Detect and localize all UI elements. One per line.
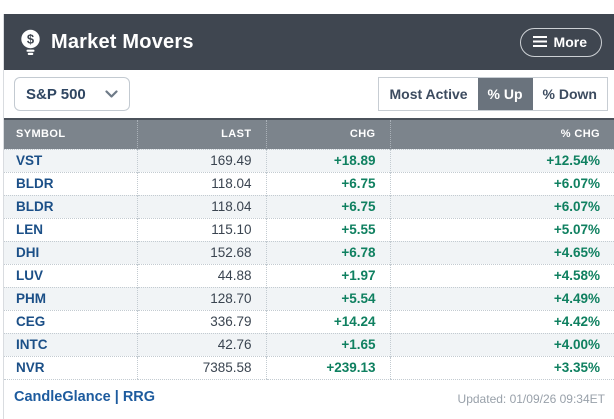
pct-chg-cell: +3.35% bbox=[389, 355, 614, 380]
symbol-link[interactable]: PHM bbox=[4, 286, 137, 310]
pct-chg-cell: +5.07% bbox=[389, 217, 614, 241]
last-cell: 7385.58 bbox=[136, 355, 266, 380]
symbol-link[interactable]: DHI bbox=[4, 240, 137, 264]
chg-cell: +14.24 bbox=[265, 309, 390, 333]
pct-chg-cell: +4.42% bbox=[389, 309, 614, 333]
last-cell: 44.88 bbox=[136, 263, 266, 287]
symbol-link[interactable]: LEN bbox=[4, 217, 137, 241]
movers-table: SYMBOL LAST CHG % CHG VST 169.49 +18.89 … bbox=[4, 118, 614, 380]
col-header-symbol: SYMBOL bbox=[4, 119, 137, 149]
last-cell: 169.49 bbox=[136, 148, 266, 172]
pct-chg-cell: +4.49% bbox=[389, 286, 614, 310]
tab-pct-up[interactable]: % Up bbox=[477, 78, 533, 110]
symbol-link[interactable]: LUV bbox=[4, 263, 137, 287]
footer-links: CandleGlance | RRG bbox=[14, 389, 155, 405]
col-header-last: LAST bbox=[136, 119, 266, 149]
widget-title: Market Movers bbox=[51, 30, 194, 53]
more-button-label: More bbox=[553, 33, 587, 50]
last-cell: 118.04 bbox=[136, 171, 266, 195]
table-row: LUV 44.88 +1.97 +4.58% bbox=[4, 263, 614, 287]
table-row: BLDR 118.04 +6.75 +6.07% bbox=[4, 194, 614, 218]
table-row: VST 169.49 +18.89 +12.54% bbox=[4, 148, 614, 172]
last-cell: 128.70 bbox=[136, 286, 266, 310]
pct-chg-cell: +12.54% bbox=[389, 148, 614, 172]
table-row: PHM 128.70 +5.54 +4.49% bbox=[4, 286, 614, 310]
symbol-link[interactable]: INTC bbox=[4, 332, 137, 356]
widget-header-bar: $ Market Movers More bbox=[4, 14, 614, 70]
more-button[interactable]: More bbox=[519, 27, 602, 57]
col-header-chg: CHG bbox=[265, 119, 390, 149]
last-cell: 42.76 bbox=[136, 332, 266, 356]
tab-pct-down[interactable]: % Down bbox=[532, 78, 607, 110]
symbol-link[interactable]: NVR bbox=[4, 355, 137, 380]
table-row: INTC 42.76 +1.65 +4.00% bbox=[4, 332, 614, 356]
rrg-link[interactable]: RRG bbox=[122, 388, 156, 405]
chg-cell: +5.55 bbox=[265, 217, 390, 241]
chg-cell: +6.75 bbox=[265, 194, 390, 218]
index-select-value: S&P 500 bbox=[26, 85, 86, 103]
widget-footer: CandleGlance | RRG Updated: 01/09/26 09:… bbox=[4, 380, 614, 406]
svg-text:$: $ bbox=[27, 31, 35, 46]
table-row: NVR 7385.58 +239.13 +3.35% bbox=[4, 355, 614, 380]
pct-chg-cell: +6.07% bbox=[389, 171, 614, 195]
movers-tab-group: Most Active % Up % Down bbox=[378, 77, 608, 111]
last-cell: 118.04 bbox=[136, 194, 266, 218]
last-cell: 115.10 bbox=[136, 217, 266, 241]
chg-cell: +1.65 bbox=[265, 332, 390, 356]
pct-chg-cell: +6.07% bbox=[389, 194, 614, 218]
table-row: BLDR 118.04 +6.75 +6.07% bbox=[4, 171, 614, 195]
table-row: LEN 115.10 +5.55 +5.07% bbox=[4, 217, 614, 241]
table-row: DHI 152.68 +6.78 +4.65% bbox=[4, 240, 614, 264]
dollar-lightbulb-icon: $ bbox=[19, 29, 42, 56]
pct-chg-cell: +4.65% bbox=[389, 240, 614, 264]
symbol-link[interactable]: BLDR bbox=[4, 194, 137, 218]
controls-row: S&P 500 Most Active % Up % Down bbox=[4, 70, 614, 118]
title-group: $ Market Movers bbox=[19, 29, 194, 56]
last-cell: 336.79 bbox=[136, 309, 266, 333]
tab-most-active[interactable]: Most Active bbox=[379, 78, 478, 110]
last-cell: 152.68 bbox=[136, 240, 266, 264]
updated-timestamp: Updated: 01/09/26 09:34ET bbox=[457, 391, 605, 406]
chg-cell: +6.75 bbox=[265, 171, 390, 195]
table-row: CEG 336.79 +14.24 +4.42% bbox=[4, 309, 614, 333]
candleglance-link[interactable]: CandleGlance bbox=[14, 388, 111, 405]
chg-cell: +239.13 bbox=[265, 355, 390, 380]
chg-cell: +5.54 bbox=[265, 286, 390, 310]
market-movers-widget: $ Market Movers More S&P 500 bbox=[3, 14, 614, 419]
pct-chg-cell: +4.58% bbox=[389, 263, 614, 287]
symbol-link[interactable]: CEG bbox=[4, 309, 137, 333]
symbol-link[interactable]: VST bbox=[4, 148, 137, 172]
hamburger-icon bbox=[532, 36, 547, 47]
symbol-link[interactable]: BLDR bbox=[4, 171, 137, 195]
chg-cell: +6.78 bbox=[265, 240, 390, 264]
table-header-row: SYMBOL LAST CHG % CHG bbox=[4, 119, 614, 149]
chg-cell: +18.89 bbox=[265, 148, 390, 172]
link-separator: | bbox=[114, 388, 119, 405]
index-select[interactable]: S&P 500 bbox=[14, 77, 130, 111]
chg-cell: +1.97 bbox=[265, 263, 390, 287]
pct-chg-cell: +4.00% bbox=[389, 332, 614, 356]
chevron-down-icon bbox=[105, 89, 118, 99]
col-header-pct-chg: % CHG bbox=[389, 119, 614, 149]
